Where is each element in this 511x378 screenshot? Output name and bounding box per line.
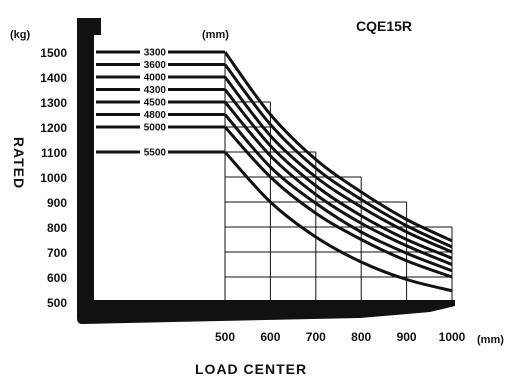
capacity-curves — [223, 51, 453, 293]
y-tick-labels: 1500 1400 1300 1200 1100 1000 900 800 700 600 500 — [40, 46, 67, 310]
fork-top — [77, 18, 101, 35]
x-axis-title: LOAD CENTER — [195, 361, 307, 377]
series-label-4300: 4300 — [144, 85, 167, 96]
series-label-3300: 3300 — [144, 48, 167, 59]
series-line-3300 — [223, 51, 453, 243]
series-label-5500: 5500 — [144, 148, 167, 159]
series-label-3600: 3600 — [144, 60, 167, 71]
y-axis-title: RATED — [11, 137, 27, 189]
series-line-5500 — [223, 150, 453, 293]
y-tick-label: 1200 — [40, 121, 67, 135]
series-line-4300 — [223, 88, 453, 260]
x-tick-label: 600 — [260, 330, 280, 344]
x-tick-label: 500 — [215, 330, 235, 344]
y-tick-label: 1300 — [40, 96, 67, 110]
x-tick-label: 700 — [306, 330, 326, 344]
fork-upright — [77, 18, 94, 318]
y-tick-label: 1500 — [40, 46, 67, 60]
series-label-5000: 5000 — [144, 123, 167, 134]
curve-unit-label: (mm) — [202, 29, 229, 41]
x-tick-label: 1000 — [439, 330, 466, 344]
series-line-4500 — [223, 101, 453, 266]
y-tick-label: 700 — [47, 246, 67, 260]
y-tick-label: 800 — [47, 221, 67, 235]
series-line-5000 — [223, 125, 453, 279]
y-tick-label: 1000 — [40, 171, 67, 185]
y-tick-label: 600 — [47, 271, 67, 285]
chart-title: CQE15R — [356, 18, 412, 34]
curve-leaders — [96, 50, 225, 154]
x-tick-labels: 500 600 700 800 900 1000 — [215, 330, 466, 344]
series-label-4500: 4500 — [144, 98, 167, 109]
series-label-4000: 4000 — [144, 73, 167, 84]
series-line-4800 — [223, 113, 453, 273]
y-tick-label: 900 — [47, 196, 67, 210]
series-line-4000 — [223, 76, 453, 254]
fork-blade — [77, 300, 455, 324]
y-tick-label: 1100 — [41, 146, 67, 160]
y-tick-label: 1400 — [40, 71, 67, 85]
x-unit-label: (mm) — [477, 334, 504, 346]
x-tick-label: 900 — [397, 330, 417, 344]
y-tick-label: 500 — [47, 296, 67, 310]
y-unit-label: (kg) — [10, 29, 31, 41]
series-label-4800: 4800 — [144, 110, 167, 121]
series-line-3600 — [223, 63, 453, 249]
x-tick-label: 800 — [351, 330, 371, 344]
